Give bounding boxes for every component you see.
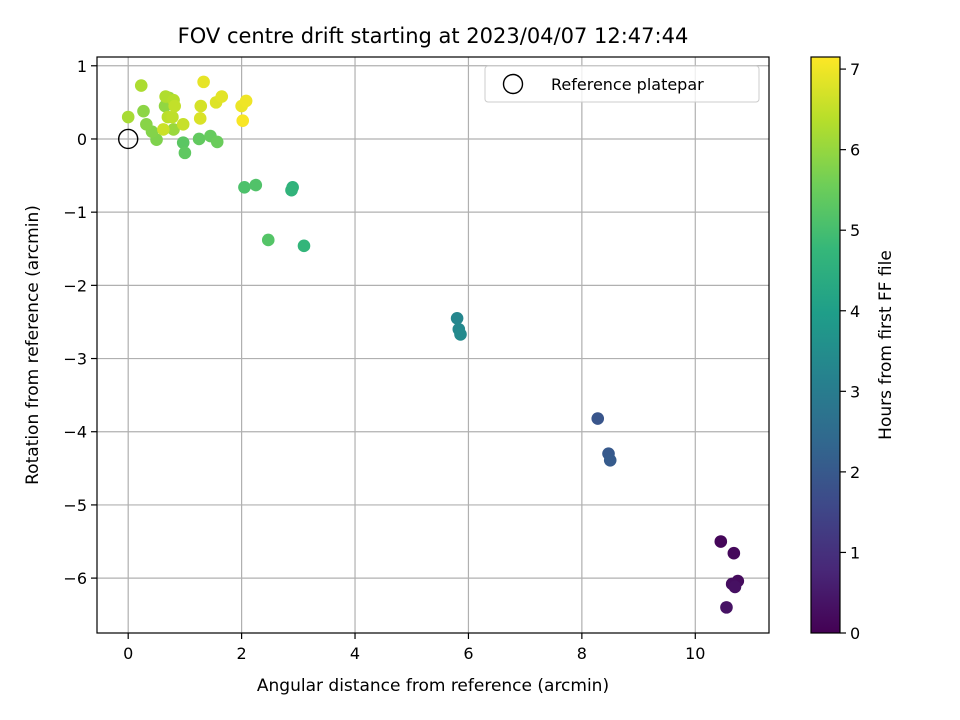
reference-platepar-marker xyxy=(117,128,139,150)
data-point xyxy=(285,183,298,197)
data-point xyxy=(714,535,728,548)
data-point xyxy=(215,90,229,103)
legend-marker-icon xyxy=(502,73,524,95)
data-point xyxy=(238,180,251,194)
y-axis: 1 0 −1 −2 −3 −4 −5 −6 xyxy=(63,57,97,588)
legend-label: Reference platepar xyxy=(551,75,704,94)
colorbar: 0 1 2 3 4 5 6 7 Hours from first FF file xyxy=(810,56,896,643)
data-point xyxy=(178,146,192,160)
x-tick-label: 2 xyxy=(237,644,247,663)
colorbar-tick-label: 1 xyxy=(850,543,860,562)
colorbar-label: Hours from first FF file xyxy=(876,250,896,440)
colorbar-tick-label: 3 xyxy=(850,382,860,401)
data-point xyxy=(137,104,150,118)
y-tick-label: −5 xyxy=(63,496,87,515)
data-point xyxy=(297,239,311,253)
data-point xyxy=(134,79,148,92)
data-point xyxy=(176,136,190,149)
x-tick-label: 0 xyxy=(123,644,133,663)
y-tick-label: −1 xyxy=(63,203,87,222)
colorbar-tick-label: 5 xyxy=(850,221,860,240)
plot-frame xyxy=(96,56,770,634)
legend: Reference platepar xyxy=(484,65,760,103)
colorbar-tick-label: 0 xyxy=(850,624,860,643)
y-tick-label: −4 xyxy=(63,423,87,442)
data-point xyxy=(591,412,605,425)
data-point xyxy=(450,311,464,325)
y-tick-label: 1 xyxy=(77,57,87,76)
colorbar-tick-label: 4 xyxy=(850,302,860,321)
data-point xyxy=(157,123,170,136)
x-tick-label: 8 xyxy=(577,644,587,663)
x-axis-label: Angular distance from reference (arcmin) xyxy=(257,676,609,696)
data-point xyxy=(192,132,206,146)
colorbar-tick-label: 7 xyxy=(850,60,860,79)
colorbar-gradient xyxy=(810,56,841,634)
data-point xyxy=(727,546,741,560)
data-point xyxy=(239,94,253,108)
x-axis: 0 2 4 6 8 10 xyxy=(123,633,705,663)
colorbar-ticks: 0 1 2 3 4 5 6 7 xyxy=(840,60,860,643)
x-tick-label: 6 xyxy=(463,644,473,663)
y-axis-label: Rotation from reference (arcmin) xyxy=(23,205,43,485)
data-point xyxy=(197,75,210,89)
data-point xyxy=(194,99,208,113)
data-point xyxy=(176,118,190,131)
data-point xyxy=(236,114,250,127)
data-point xyxy=(728,580,742,594)
data-point xyxy=(603,453,617,467)
data-point xyxy=(167,123,180,136)
data-point xyxy=(720,601,733,614)
data-point xyxy=(249,178,263,192)
data-point xyxy=(261,233,275,247)
colorbar-tick-label: 2 xyxy=(850,463,860,482)
y-tick-label: −3 xyxy=(63,350,87,369)
data-point xyxy=(168,99,181,113)
x-tick-label: 10 xyxy=(685,644,705,663)
data-point xyxy=(210,135,224,149)
data-point xyxy=(121,110,135,124)
legend-box xyxy=(484,65,760,103)
y-tick-label: −6 xyxy=(63,569,87,588)
data-point xyxy=(193,112,207,125)
grid xyxy=(97,57,769,633)
colorbar-tick-label: 6 xyxy=(850,141,860,160)
data-point xyxy=(140,118,153,131)
x-tick-label: 4 xyxy=(350,644,360,663)
data-points xyxy=(121,75,745,614)
y-tick-label: 0 xyxy=(77,130,87,149)
chart-title: FOV centre drift starting at 2023/04/07 … xyxy=(178,24,689,48)
data-point xyxy=(166,110,179,124)
y-tick-label: −2 xyxy=(63,276,87,295)
data-point xyxy=(454,328,467,341)
